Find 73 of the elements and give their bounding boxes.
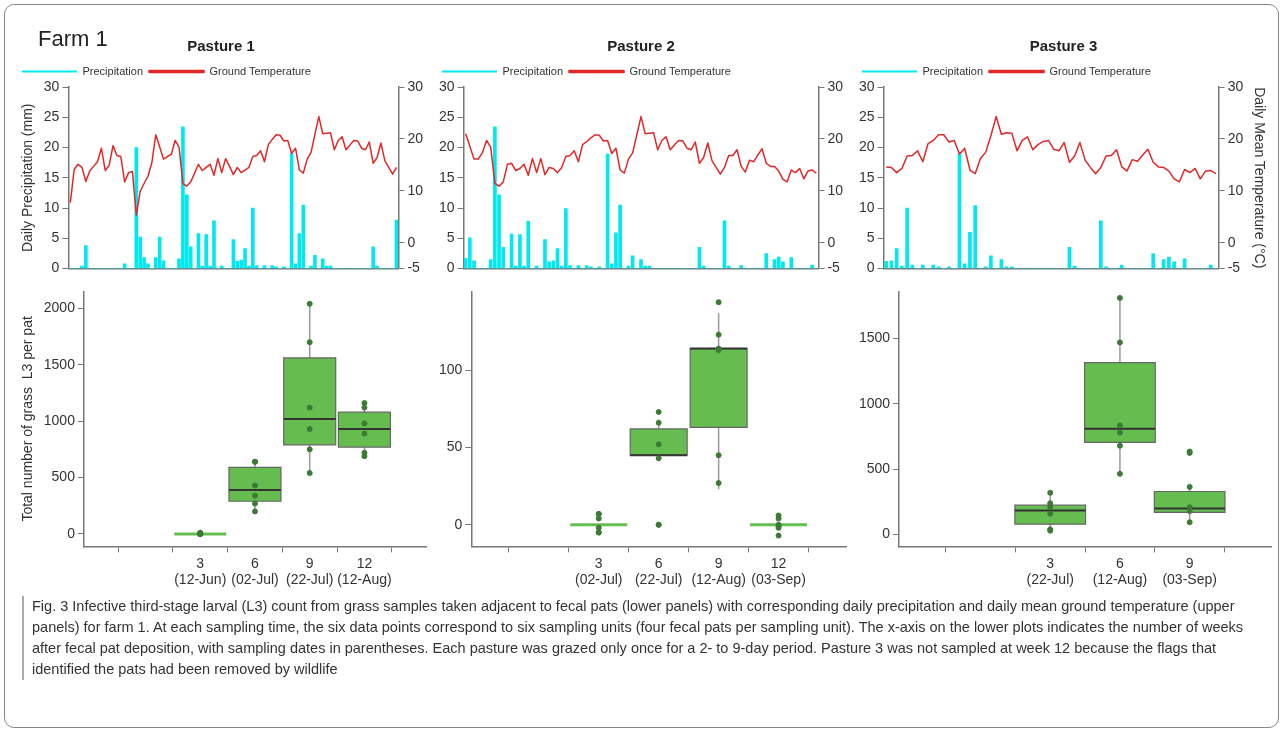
y-tick-label: 30 [858, 77, 875, 94]
y-tick-label: 30 [43, 77, 60, 94]
y-tick-label: 50 [446, 438, 463, 455]
y-tick-label: 25 [438, 108, 455, 125]
legend-label: Precipitation [82, 64, 144, 77]
y-tick-label: 25 [858, 108, 875, 125]
x-tick-label: 3 (02-Jul) [575, 554, 623, 588]
y-tick-label: 20 [438, 138, 455, 155]
y2-tick-label: 0 [1227, 233, 1236, 250]
y-tick-label: 5 [51, 229, 60, 246]
chart-title: Pasture 3 [1029, 37, 1098, 55]
y2-tick-label: 30 [407, 77, 424, 94]
y-tick-label: 0 [446, 259, 455, 276]
x-tick-label: 6 (12-Aug) [1092, 554, 1148, 588]
y2-tick-label: 20 [1227, 129, 1244, 146]
x-tick-label: 12 (03-Sep) [751, 554, 806, 588]
y-axis-title: Daily Precipitation (mm) [19, 103, 36, 253]
chart-title: Pasture 1 [187, 37, 255, 55]
y-tick-label: 1500 [858, 329, 891, 346]
x-tick-label: 9 (22-Jul) [285, 554, 334, 588]
y2-tick-label: 10 [407, 181, 424, 198]
y-tick-label: 15 [43, 168, 60, 185]
y2-tick-label: -5 [1227, 259, 1241, 276]
y-tick-label: 0 [67, 524, 76, 541]
x-tick-label: 3 (12-Jun) [174, 554, 227, 588]
x-tick-label: 6 (22-Jul) [634, 554, 683, 588]
y2-tick-label: 30 [827, 77, 844, 94]
y2-tick-label: -5 [827, 259, 841, 276]
y-tick-label: 1500 [43, 355, 76, 372]
y-tick-label: 5 [866, 229, 875, 246]
y-tick-label: 1000 [858, 394, 891, 411]
y2-tick-label: 0 [407, 233, 416, 250]
y2-tick-label: 20 [407, 129, 424, 146]
y-tick-label: 10 [43, 198, 60, 215]
legend-label: Ground Temperature [629, 64, 731, 77]
y-tick-label: 500 [51, 468, 76, 485]
y2-axis-title: Daily Mean Temperature (°C) [1251, 87, 1268, 269]
y2-tick-label: -5 [407, 259, 421, 276]
y-tick-label: 30 [438, 77, 455, 94]
y-tick-label: 15 [858, 168, 875, 185]
y2-tick-label: 10 [827, 181, 844, 198]
y2-tick-label: 0 [827, 233, 836, 250]
legend-label: Precipitation [502, 64, 564, 77]
x-tick-label: 9 (03-Sep) [1162, 554, 1217, 588]
y-tick-label: 15 [438, 168, 455, 185]
x-tick-label: 6 (02-Jul) [231, 554, 279, 588]
y2-tick-label: 10 [1227, 181, 1244, 198]
text: Farm 1 [38, 26, 108, 52]
legend-label: Ground Temperature [1049, 64, 1151, 77]
y-tick-label: 20 [43, 138, 60, 155]
y-axis-title: Total number of grass L3 per pat [19, 316, 36, 522]
x-tick-label: 12 (12-Aug) [337, 554, 392, 588]
y-tick-label: 100 [439, 361, 463, 378]
y-tick-label: 500 [866, 460, 891, 477]
y-tick-label: 10 [858, 198, 875, 215]
y2-tick-label: 20 [827, 129, 844, 146]
chart-title: Pasture 2 [607, 37, 675, 55]
y-tick-label: 5 [446, 229, 455, 246]
x-tick-label: 3 (22-Jul) [1026, 554, 1074, 588]
y-tick-label: 1000 [43, 412, 76, 429]
legend-label: Precipitation [922, 64, 984, 77]
caption: Fig. 3 Infective third-stage larval (L3) count from grass samples taken adjacent to fecal pats (lower panels) with corresponding daily precipitation and daily mean ground temperature (upper panels) for farm 1. At each sampling time, the six data points correspond to six sampling units (four fecal pats per sampling unit). The x-axis on the lower plots indicates the number of weeks after fecal pat deposition, with sampling dates in parentheses. Each pasture was grazed only once for a 2- to 9-day period. Pasture 3 was not sampled at week 12 because the flags that identified the pats had been removed by wildlife [22, 596, 1272, 680]
y2-tick-label: 30 [1227, 77, 1244, 94]
y-tick-label: 0 [882, 525, 891, 542]
x-tick-label: 9 (12-Aug) [691, 554, 746, 588]
y-tick-label: 25 [43, 108, 60, 125]
legend-label: Ground Temperature [209, 64, 311, 77]
y-tick-label: 0 [866, 259, 875, 276]
y-tick-label: 0 [51, 259, 60, 276]
y-tick-label: 2000 [43, 299, 76, 316]
y-tick-label: 10 [438, 198, 455, 215]
y-tick-label: 20 [858, 138, 875, 155]
y-tick-label: 0 [454, 515, 463, 532]
